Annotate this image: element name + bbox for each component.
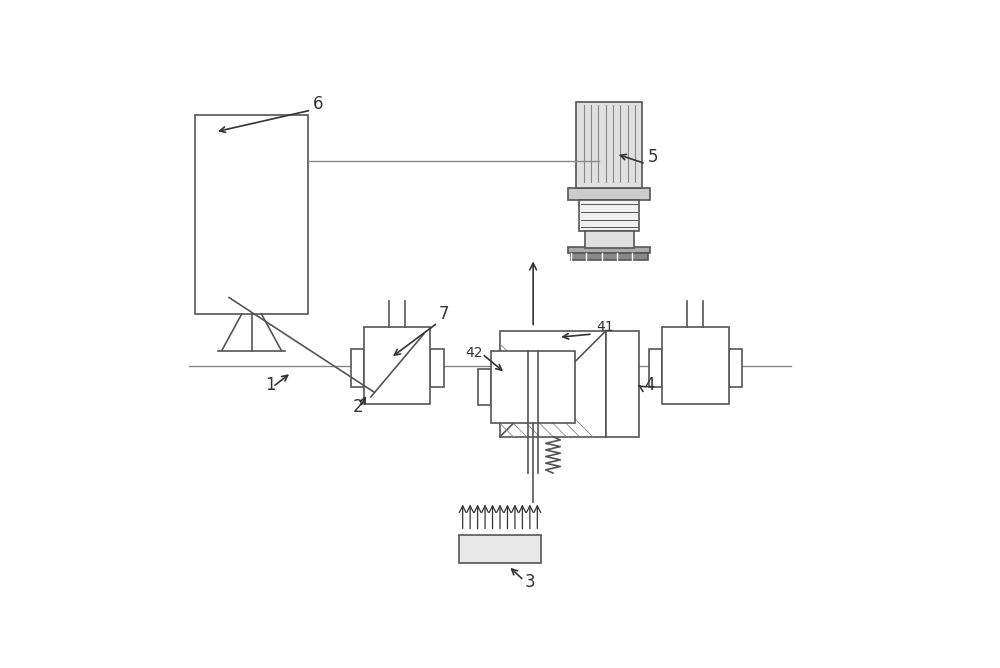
Text: 7: 7	[439, 305, 450, 323]
Bar	[729, 349, 742, 387]
Bar	[351, 349, 364, 387]
Bar	[430, 349, 444, 387]
Bar	[649, 349, 662, 387]
Text: 5: 5	[648, 148, 658, 166]
Bar	[500, 331, 606, 437]
Bar	[585, 231, 634, 248]
Text: 4: 4	[644, 376, 655, 394]
Bar	[568, 188, 650, 200]
Bar	[478, 369, 491, 405]
Bar	[459, 534, 541, 562]
Bar	[579, 200, 639, 231]
Bar	[575, 369, 588, 405]
Text: 41: 41	[596, 320, 614, 334]
Bar	[364, 327, 430, 403]
Bar	[491, 351, 575, 424]
Text: 1: 1	[265, 376, 275, 394]
Bar	[576, 102, 642, 188]
Bar	[571, 253, 648, 261]
Text: 2: 2	[352, 398, 363, 416]
Bar	[568, 247, 650, 253]
Bar	[195, 116, 308, 314]
Text: 3: 3	[525, 573, 536, 591]
Text: 6: 6	[313, 95, 324, 113]
Bar	[606, 331, 639, 437]
Bar	[662, 327, 729, 403]
Text: 42: 42	[466, 346, 483, 360]
